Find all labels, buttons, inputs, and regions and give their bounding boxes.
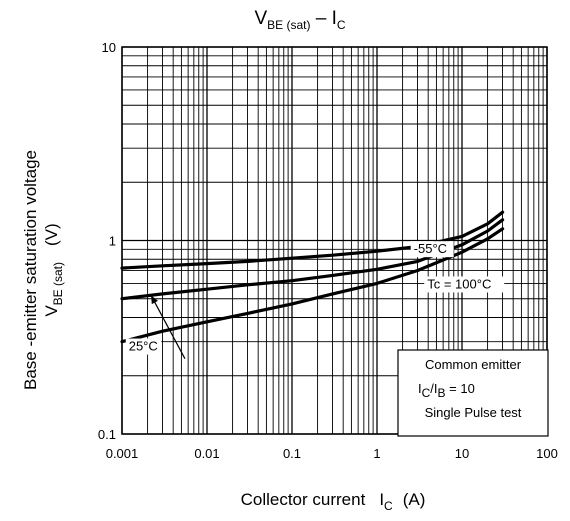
curve-label-background: [410, 241, 454, 258]
series-line: [120, 210, 505, 270]
y-axis-label: Base -emitter saturation voltage VBE (sa…: [21, 150, 65, 390]
curve-label-background: [125, 338, 162, 355]
x-tick-label: 1: [373, 446, 380, 461]
curve-label: -55°C: [414, 241, 447, 256]
series-line: [120, 218, 505, 301]
note-line-3: Single Pulse test: [425, 405, 522, 420]
series-line: [120, 227, 505, 344]
x-tick-label: 0.1: [283, 446, 301, 461]
curve-label-background: [424, 276, 505, 293]
curve-annotations: -55°C Tc = 100°C 25°C: [125, 241, 505, 359]
curve-label: Tc = 100°C: [427, 276, 491, 291]
x-axis-label: Collector current IC (A): [241, 490, 426, 513]
y-tick-label: 1: [109, 234, 116, 249]
x-tick-label: 10: [455, 446, 469, 461]
y-axis-label-line1: Base -emitter saturation voltage: [21, 150, 40, 390]
y-axis-label-line2: VBE (sat)(V): [42, 223, 65, 316]
note-line-2: IC/IB = 10: [418, 381, 475, 400]
curve-label: 25°C: [129, 339, 158, 354]
x-tick-label: 0.01: [194, 446, 219, 461]
x-tick-label: 0.001: [106, 446, 139, 461]
x-tick-label: 100: [536, 446, 558, 461]
annotation-arrow-head: [151, 295, 158, 305]
plot-frame: [121, 46, 548, 435]
y-tick-label: 10: [102, 40, 116, 55]
major-grid: [121, 46, 548, 435]
note-line-1: Common emitter: [425, 357, 522, 372]
y-tick-label: 0.1: [98, 427, 116, 442]
tick-labels: 0.001 0.01 0.1 1 10 100 0.1 1 10: [98, 40, 558, 461]
annotation-arrow-line: [150, 295, 186, 359]
curves: [120, 210, 505, 344]
chart-title: VBE (sat) – IC: [254, 8, 345, 32]
conditions-box: Common emitter IC/IB = 10 Single Pulse t…: [397, 349, 549, 437]
